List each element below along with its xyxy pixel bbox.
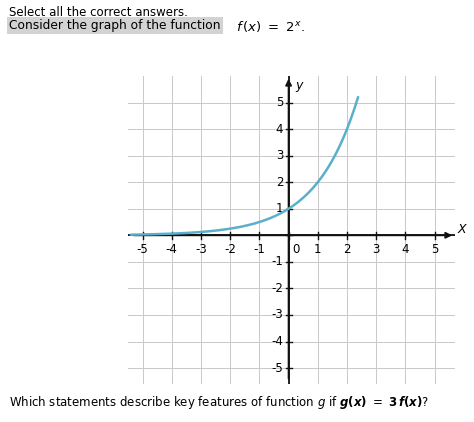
Text: 1: 1 bbox=[314, 243, 321, 256]
Text: $f\,(x)\ =\ 2^x.$: $f\,(x)\ =\ 2^x.$ bbox=[236, 19, 305, 34]
Text: 4: 4 bbox=[276, 122, 283, 135]
Text: Select all the correct answers.: Select all the correct answers. bbox=[9, 6, 188, 19]
Text: -5: -5 bbox=[137, 243, 148, 256]
Text: -3: -3 bbox=[195, 243, 207, 256]
Text: -4: -4 bbox=[272, 335, 283, 348]
Text: -1: -1 bbox=[272, 255, 283, 268]
Text: 1: 1 bbox=[276, 202, 283, 215]
Text: X: X bbox=[458, 223, 466, 236]
Text: -2: -2 bbox=[272, 282, 283, 295]
Text: Consider the graph of the function: Consider the graph of the function bbox=[9, 19, 221, 32]
Text: 3: 3 bbox=[373, 243, 380, 256]
Text: y: y bbox=[295, 78, 302, 92]
Text: -4: -4 bbox=[166, 243, 178, 256]
Text: 2: 2 bbox=[276, 176, 283, 189]
Text: -2: -2 bbox=[224, 243, 236, 256]
Text: 5: 5 bbox=[431, 243, 438, 256]
Text: Which statements describe key features of function $g$ if $\boldsymbol{g}$$\bold: Which statements describe key features o… bbox=[9, 394, 429, 411]
Text: 3: 3 bbox=[276, 149, 283, 162]
Text: 5: 5 bbox=[276, 96, 283, 109]
Text: 0: 0 bbox=[292, 243, 300, 256]
Text: -3: -3 bbox=[272, 308, 283, 322]
Text: -5: -5 bbox=[272, 362, 283, 375]
Text: 4: 4 bbox=[401, 243, 409, 256]
Text: -1: -1 bbox=[254, 243, 265, 256]
Text: 2: 2 bbox=[343, 243, 351, 256]
